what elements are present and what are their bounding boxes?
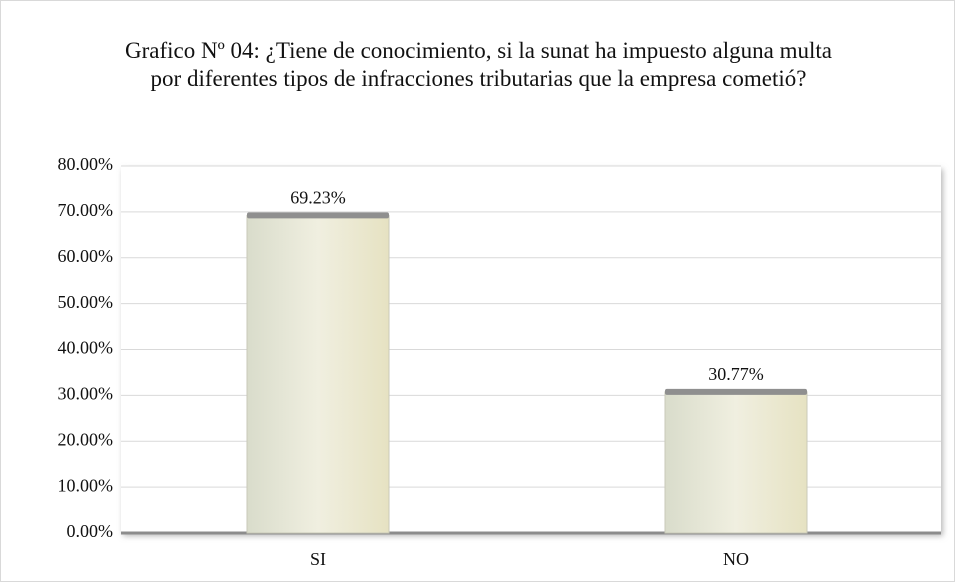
x-tick-label: NO: [723, 549, 749, 569]
data-label: 69.23%: [290, 188, 346, 208]
y-tick-label: 60.00%: [58, 246, 114, 266]
y-tick-label: 0.00%: [67, 521, 114, 541]
bar: [664, 391, 808, 534]
y-tick-label: 70.00%: [58, 200, 114, 220]
y-tick-label: 50.00%: [58, 292, 114, 312]
y-tick-label: 30.00%: [58, 384, 114, 404]
bar-top-edge: [665, 388, 807, 395]
chart-title: Grafico Nº 04: ¿Tiene de conocimiento, s…: [125, 38, 832, 91]
y-tick-label: 20.00%: [58, 429, 114, 449]
y-tick-label: 10.00%: [58, 475, 114, 495]
y-tick-label: 80.00%: [58, 154, 114, 174]
y-tick-label: 40.00%: [58, 338, 114, 358]
bar-top-edge: [247, 212, 389, 219]
data-label: 30.77%: [708, 364, 764, 384]
bar: [246, 214, 390, 534]
x-tick-label: SI: [310, 549, 326, 569]
